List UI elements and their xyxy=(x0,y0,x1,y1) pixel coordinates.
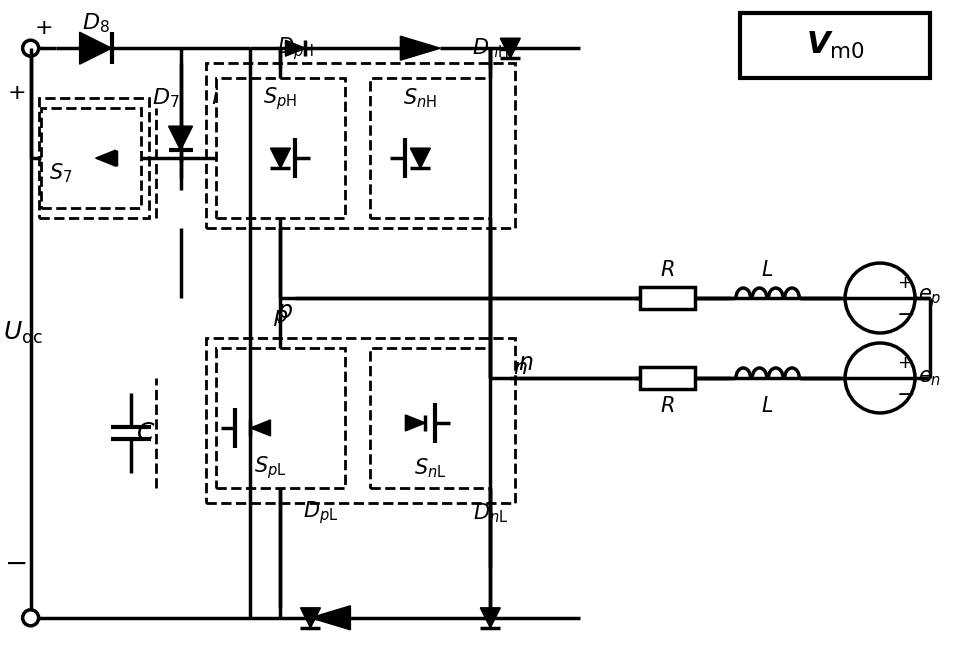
Bar xyxy=(205,63,515,228)
Text: $+$: $+$ xyxy=(897,274,912,292)
Polygon shape xyxy=(479,608,499,628)
Text: $U_{\rm dc}$: $U_{\rm dc}$ xyxy=(3,320,43,346)
Polygon shape xyxy=(169,126,193,150)
Text: $D_7$: $D_7$ xyxy=(152,86,179,110)
Text: $-$: $-$ xyxy=(895,383,913,403)
Bar xyxy=(205,338,515,503)
Bar xyxy=(41,108,140,208)
Bar xyxy=(639,287,695,309)
Text: $D_8$: $D_8$ xyxy=(82,11,110,35)
Bar xyxy=(38,98,149,218)
Polygon shape xyxy=(300,608,320,628)
Text: $L$: $L$ xyxy=(760,260,773,280)
Text: $n$: $n$ xyxy=(517,351,533,375)
Polygon shape xyxy=(499,38,519,58)
Text: $-$: $-$ xyxy=(5,549,27,577)
Bar xyxy=(639,367,695,389)
Bar xyxy=(370,78,490,218)
Polygon shape xyxy=(271,148,290,168)
Text: $+$: $+$ xyxy=(33,18,51,38)
Text: $p$: $p$ xyxy=(277,301,294,325)
Text: $R$: $R$ xyxy=(659,396,674,416)
Text: $p$: $p$ xyxy=(273,308,288,328)
Text: $i$: $i$ xyxy=(212,88,219,108)
Polygon shape xyxy=(285,40,305,56)
Polygon shape xyxy=(400,36,440,60)
Text: $D_{p\rm L}$: $D_{p\rm L}$ xyxy=(302,500,337,526)
Text: $e_n$: $e_n$ xyxy=(918,368,941,388)
Text: $D_{n\rm H}$: $D_{n\rm H}$ xyxy=(472,36,508,60)
Text: $S_{n\rm L}$: $S_{n\rm L}$ xyxy=(414,456,446,480)
Text: $S_{p\rm L}$: $S_{p\rm L}$ xyxy=(253,454,287,482)
Polygon shape xyxy=(405,415,425,431)
Text: $n$: $n$ xyxy=(513,358,527,378)
Text: $S_{p\rm H}$: $S_{p\rm H}$ xyxy=(263,85,297,112)
Text: $D_{n\rm L}$: $D_{n\rm L}$ xyxy=(472,501,507,524)
Polygon shape xyxy=(251,420,271,436)
Text: $S_7$: $S_7$ xyxy=(49,161,72,185)
Text: $+$: $+$ xyxy=(897,354,912,372)
Text: $-$: $-$ xyxy=(895,303,913,323)
Text: $S_{n\rm H}$: $S_{n\rm H}$ xyxy=(403,86,436,110)
Text: $+$: $+$ xyxy=(7,84,25,103)
Text: $R$: $R$ xyxy=(659,260,674,280)
FancyBboxPatch shape xyxy=(740,13,929,78)
Bar xyxy=(370,348,490,488)
Polygon shape xyxy=(95,150,115,166)
Polygon shape xyxy=(79,32,112,64)
Text: $e_p$: $e_p$ xyxy=(918,287,941,309)
Text: $L$: $L$ xyxy=(760,396,773,416)
Polygon shape xyxy=(310,606,350,630)
Bar xyxy=(215,78,345,218)
Text: $C$: $C$ xyxy=(135,421,155,445)
Text: $D_{p\rm H}$: $D_{p\rm H}$ xyxy=(276,35,314,61)
Bar xyxy=(215,348,345,488)
Polygon shape xyxy=(410,148,430,168)
Text: $\boldsymbol{V}_{\rm m0}$: $\boldsymbol{V}_{\rm m0}$ xyxy=(805,29,863,61)
